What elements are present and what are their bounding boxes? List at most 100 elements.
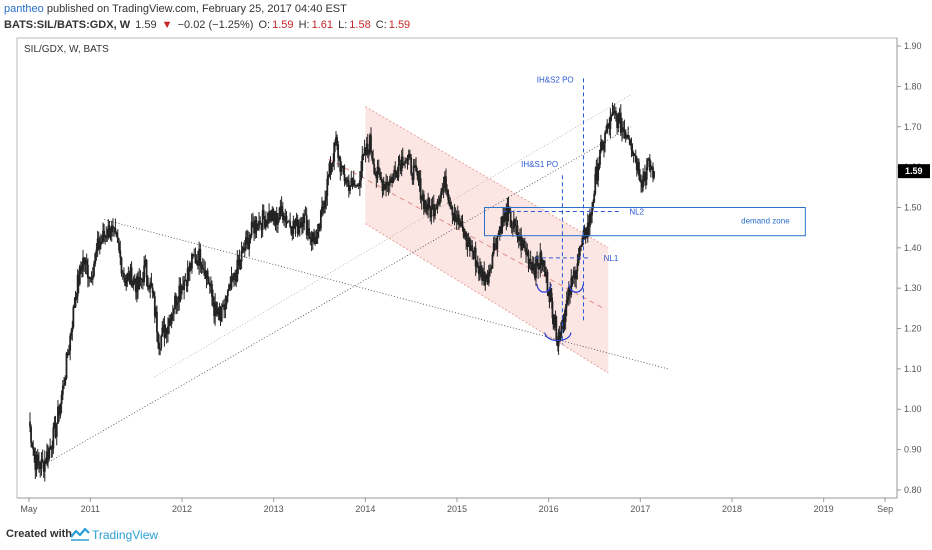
candle-body <box>426 207 428 211</box>
candle-body <box>569 287 571 295</box>
candle-body <box>525 248 527 255</box>
candle-body <box>634 155 637 163</box>
candle-body <box>477 266 480 275</box>
candle-body <box>78 266 81 285</box>
candle-body <box>98 245 101 250</box>
candle-body <box>642 175 644 188</box>
candle-body <box>373 164 376 174</box>
candle-body <box>508 210 511 212</box>
candle-body <box>30 426 32 443</box>
candle-body <box>102 230 104 241</box>
candle-body <box>530 262 533 271</box>
candle-body <box>188 263 191 272</box>
channel-lower-line <box>365 223 609 374</box>
chart-area[interactable]: demand zone NL2 NL1 IH&S1 PO IH&S2 PO 1.90 1.… <box>0 36 932 518</box>
candle-body <box>231 276 234 281</box>
candle-body <box>481 269 483 281</box>
candle-body <box>302 223 304 228</box>
candle-body <box>427 198 430 211</box>
candle-body <box>479 266 481 275</box>
candle-body <box>183 280 186 291</box>
candle-body <box>301 221 303 228</box>
candle-body <box>612 111 615 113</box>
candle-body <box>211 284 213 298</box>
candle-body <box>182 286 184 291</box>
candle-body <box>540 252 543 266</box>
candle-body <box>191 253 193 269</box>
candle-body <box>164 328 167 338</box>
candle-body <box>64 378 67 385</box>
candle-body <box>267 213 269 224</box>
candle-body <box>113 227 116 229</box>
candle-body <box>431 204 434 208</box>
candle-body <box>350 178 353 187</box>
candle-body <box>345 179 348 183</box>
candle-body <box>571 276 574 278</box>
candle-body <box>596 166 599 181</box>
candle-body <box>411 173 414 180</box>
candle-body <box>328 163 331 177</box>
candle-body <box>201 267 204 269</box>
x-tick-label: 2014 <box>355 504 375 514</box>
price-chart[interactable]: demand zone NL2 NL1 IH&S1 PO IH&S2 PO 1.90 1.… <box>0 36 932 518</box>
candle-body <box>457 214 460 225</box>
candle-body <box>234 272 237 278</box>
candle-body <box>69 335 72 351</box>
candle-body <box>462 228 465 238</box>
candle-body <box>552 318 555 323</box>
demand-zone-label: demand zone <box>741 217 790 226</box>
candle-body <box>537 262 540 270</box>
candle-body <box>46 451 48 463</box>
candle-body <box>570 277 573 295</box>
candle-body <box>436 201 439 209</box>
y-tick-label: 0.80 <box>904 485 922 495</box>
candle-body <box>199 248 202 265</box>
candle-body <box>205 270 208 279</box>
tradingview-logo-icon[interactable] <box>70 527 90 541</box>
candle-body <box>327 176 330 179</box>
candle-body <box>162 325 165 328</box>
author-name[interactable]: pantheo <box>4 3 44 15</box>
plot-border <box>16 37 898 499</box>
y-tick-label: 1.50 <box>904 202 922 212</box>
candle-body <box>591 207 593 216</box>
candle-body <box>430 207 433 218</box>
candle-body <box>520 235 523 251</box>
candle-body <box>296 219 299 234</box>
candle-body <box>82 257 84 270</box>
candle-body <box>648 158 651 171</box>
candle-body <box>647 158 650 161</box>
candle-body <box>173 309 175 314</box>
demand-zone-box[interactable] <box>484 206 806 237</box>
candle-body <box>141 278 144 283</box>
candle-body <box>61 385 64 395</box>
candle-body <box>58 406 61 416</box>
candle-body <box>274 212 277 222</box>
x-tick-label: 2011 <box>81 504 100 514</box>
candle-body <box>363 147 366 154</box>
tradingview-brand[interactable]: TradingView <box>92 528 159 542</box>
y-tick-label: 1.70 <box>904 122 922 132</box>
candle-body <box>68 350 70 356</box>
candle-body <box>645 167 648 180</box>
candle-body <box>502 216 505 223</box>
candle-body <box>280 206 283 212</box>
candle-body <box>150 282 153 288</box>
candle-body <box>575 271 578 280</box>
candle-body <box>440 191 443 199</box>
candle-body <box>214 302 217 317</box>
candle-body <box>193 255 196 257</box>
candle-body <box>236 259 239 282</box>
x-tick-label: 2012 <box>172 504 192 514</box>
candle-body <box>432 204 435 216</box>
candle-body <box>503 215 506 223</box>
candle-body <box>170 314 173 324</box>
candle-body <box>130 267 133 287</box>
candle-body <box>63 384 65 386</box>
candle-body <box>163 325 166 338</box>
candle-body <box>394 169 397 172</box>
candle-body <box>631 150 634 154</box>
candle-body <box>360 170 362 181</box>
candle-body <box>449 202 452 207</box>
candle-body <box>367 149 370 154</box>
